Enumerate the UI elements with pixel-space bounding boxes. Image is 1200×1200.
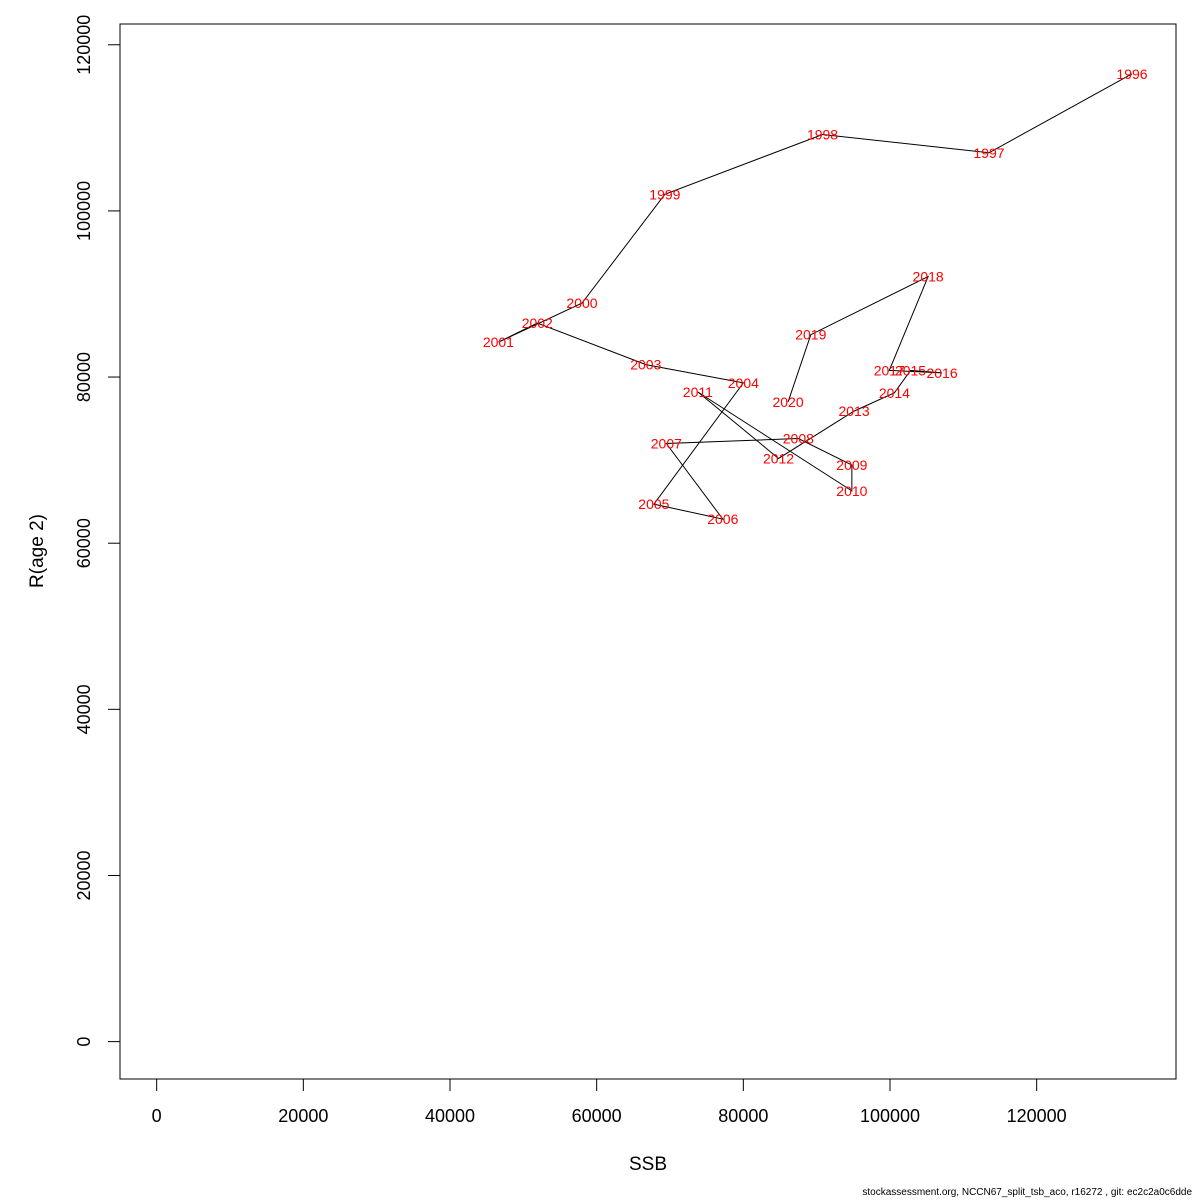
x-axis-label: SSB xyxy=(629,1154,667,1175)
x-tick-label: 40000 xyxy=(425,1106,475,1126)
year-point-label: 2017 xyxy=(874,362,905,378)
year-point-label: 2007 xyxy=(651,436,682,452)
year-point-label: 2001 xyxy=(483,334,514,350)
year-point-label: 2004 xyxy=(728,375,759,391)
year-point-label: 2000 xyxy=(566,295,597,311)
sr-trajectory-line xyxy=(498,73,1133,520)
year-point-label: 2016 xyxy=(926,365,957,381)
year-point-label: 2011 xyxy=(683,384,713,400)
year-point-label: 1999 xyxy=(649,186,680,202)
footer-note: stockassessment.org, NCCN67_split_tsb_ac… xyxy=(862,1187,1192,1198)
x-axis: 0 20000 40000 60000 80000 100000 120000 xyxy=(152,1078,1067,1126)
y-axis-label: R(age 2) xyxy=(27,514,48,588)
year-point-label: 2019 xyxy=(795,327,826,343)
y-tick-label: 40000 xyxy=(74,684,94,734)
year-point-label: 2002 xyxy=(522,315,553,331)
year-point-label: 2003 xyxy=(630,357,661,373)
x-tick-label: 0 xyxy=(152,1106,162,1126)
y-tick-label: 0 xyxy=(74,1037,94,1047)
y-tick-label: 120000 xyxy=(74,15,94,75)
y-tick-label: 80000 xyxy=(74,352,94,402)
x-tick-label: 20000 xyxy=(278,1106,328,1126)
x-tick-label: 100000 xyxy=(860,1106,920,1126)
x-tick-label: 80000 xyxy=(718,1106,768,1126)
year-point-label: 2013 xyxy=(838,403,869,419)
year-point-label: 2009 xyxy=(836,457,867,473)
year-point-label: 2008 xyxy=(783,431,814,447)
year-point-label: 1998 xyxy=(807,126,838,142)
y-tick-label: 20000 xyxy=(74,850,94,900)
year-labels: 1996 1997 1998 1999 2000 2001 2002 2003 2004 2005… xyxy=(483,66,1148,527)
x-tick-label: 120000 xyxy=(1007,1106,1067,1126)
year-point-label: 2012 xyxy=(763,450,794,466)
plot-frame xyxy=(119,23,1177,1080)
year-point-label: 2006 xyxy=(707,511,738,527)
year-point-label: 2015 xyxy=(895,362,926,378)
sr-series xyxy=(498,73,1133,520)
year-point-label: 2014 xyxy=(879,385,910,401)
year-point-label: 1997 xyxy=(973,145,1004,161)
y-tick-label: 60000 xyxy=(74,518,94,568)
y-tick-label: 100000 xyxy=(74,181,94,241)
year-point-label: 2010 xyxy=(836,483,867,499)
year-point-label: 2005 xyxy=(638,496,669,512)
year-point-label: 1996 xyxy=(1116,66,1147,82)
y-axis: 0 20000 40000 60000 80000 100000 120000 xyxy=(74,15,121,1047)
x-tick-label: 60000 xyxy=(572,1106,622,1126)
year-point-label: 2020 xyxy=(772,394,803,410)
year-point-label: 2018 xyxy=(913,269,944,285)
